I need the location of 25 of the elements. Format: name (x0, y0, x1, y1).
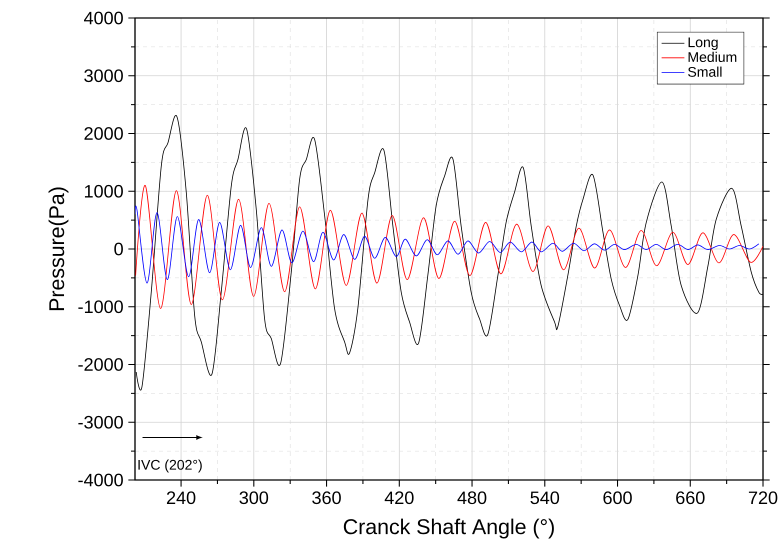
legend-label: Medium (688, 52, 736, 62)
x-tick-label: 720 (748, 491, 778, 504)
annotation: IVC (202°) (138, 459, 202, 473)
x-tick-label: 600 (603, 491, 632, 504)
x-tick-label: 480 (457, 491, 486, 504)
y-tick-label: 1000 (84, 184, 123, 198)
x-tick-label: 240 (166, 491, 196, 504)
legend-label: Small (688, 66, 722, 77)
x-tick-label: 360 (312, 491, 341, 504)
y-tick-label: -2000 (78, 358, 123, 371)
x-tick-label: 540 (530, 491, 560, 504)
x-tick-label: 660 (676, 491, 705, 504)
x-tick-label: 300 (239, 491, 268, 504)
y-axis-title: Pressure(Pa) (48, 188, 68, 310)
y-tick-label: 3000 (84, 69, 123, 82)
y-tick-label: -4000 (78, 474, 123, 486)
y-tick-label: 4000 (84, 12, 123, 24)
y-tick-label: 0 (114, 242, 123, 256)
x-tick-label: 420 (384, 491, 414, 504)
x-axis-title: Cranck Shaft Angle (°) (344, 518, 554, 538)
legend-label: Long (688, 37, 718, 50)
y-tick-label: -3000 (78, 416, 123, 429)
y-tick-label: 2000 (84, 127, 123, 140)
y-tick-label: -1000 (78, 300, 123, 314)
line-series (135, 185, 764, 309)
